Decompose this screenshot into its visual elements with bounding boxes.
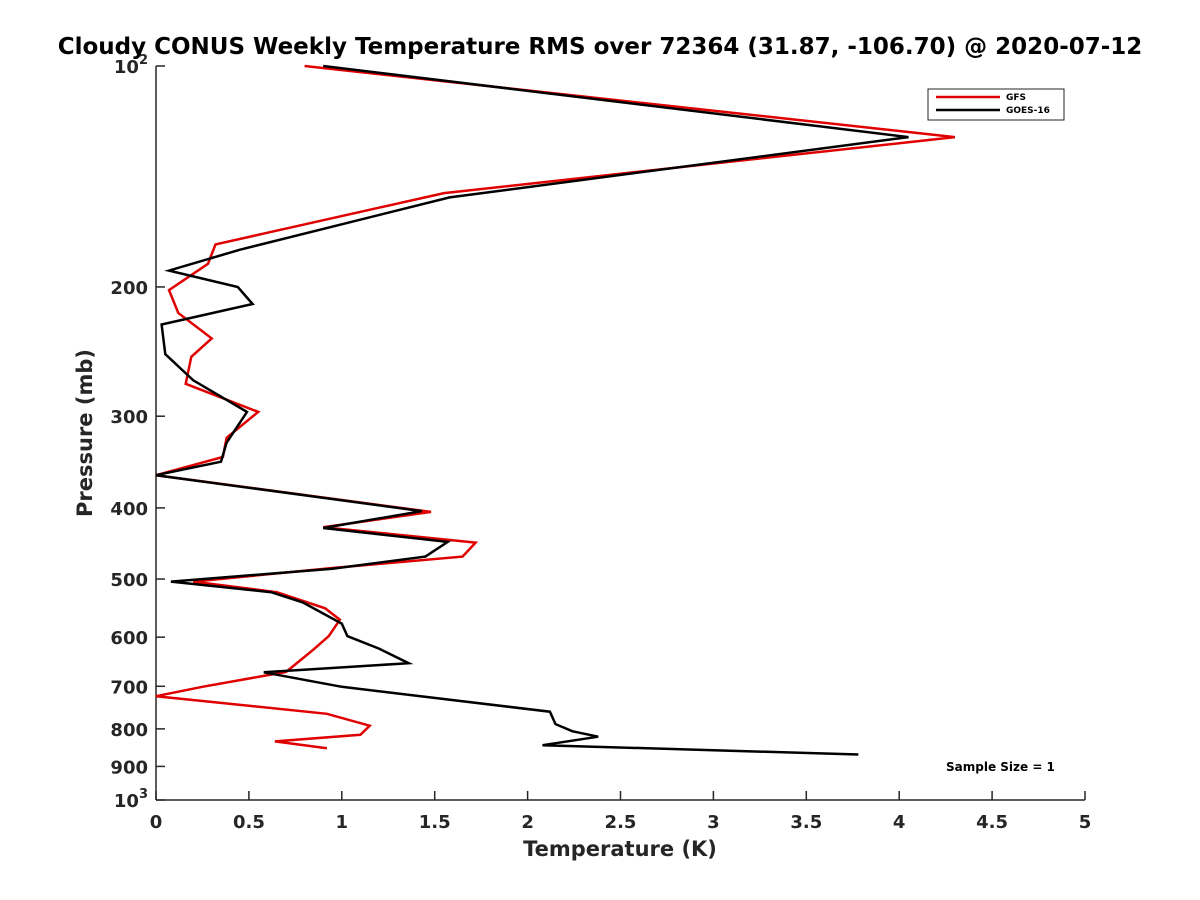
y-tick-label: 300 [110, 407, 148, 428]
legend-label-goes16: GOES-16 [1006, 106, 1050, 116]
y-tick-label: 200 [110, 278, 148, 299]
legend: GFS GOES-16 [927, 88, 1065, 121]
y-tick-label: 102 [114, 53, 148, 78]
chart-title: Cloudy CONUS Weekly Temperature RMS over… [58, 34, 1143, 60]
y-tick-label: 800 [110, 720, 148, 741]
series-line-goes16 [155, 64, 909, 756]
plot-background [156, 66, 1085, 800]
x-axis-ticks: 0 0.5 1 1.5 2 2.5 3 3.5 4 4.5 5 [150, 791, 1092, 833]
x-tick-label: 1 [336, 812, 349, 833]
x-axis-label: Temperature (K) [523, 837, 717, 861]
x-tick-label: 0 [150, 812, 163, 833]
x-tick-label: 3.5 [790, 812, 822, 833]
legend-label-gfs: GFS [1006, 93, 1026, 103]
plot-area: 0 0.5 1 1.5 2 2.5 3 3.5 4 4.5 5 102 200 300 400 500 600… [110, 53, 1091, 833]
legend-box [927, 88, 1065, 121]
y-tick-label: 900 [110, 757, 148, 778]
y-tick-label: 400 [110, 499, 148, 520]
x-tick-label: 2 [521, 812, 534, 833]
y-axis-label: Pressure (mb) [73, 349, 97, 517]
x-tick-label: 4.5 [976, 812, 1008, 833]
sample-size-annotation: Sample Size = 1 [946, 760, 1055, 774]
x-tick-label: 0.5 [233, 812, 265, 833]
x-tick-label: 2.5 [605, 812, 637, 833]
y-tick-label: 600 [110, 628, 148, 649]
x-tick-label: 4 [893, 812, 906, 833]
x-tick-label: 5 [1079, 812, 1092, 833]
x-tick-label: 1.5 [419, 812, 451, 833]
y-axis-ticks: 102 200 300 400 500 600 700 800 900 103 [110, 53, 165, 812]
y-tick-label: 500 [110, 570, 148, 591]
series-line-gfs [155, 64, 956, 750]
series-layer [155, 64, 956, 756]
x-tick-label: 3 [707, 812, 720, 833]
y-tick-label: 103 [114, 787, 148, 812]
y-tick-label: 700 [110, 677, 148, 698]
